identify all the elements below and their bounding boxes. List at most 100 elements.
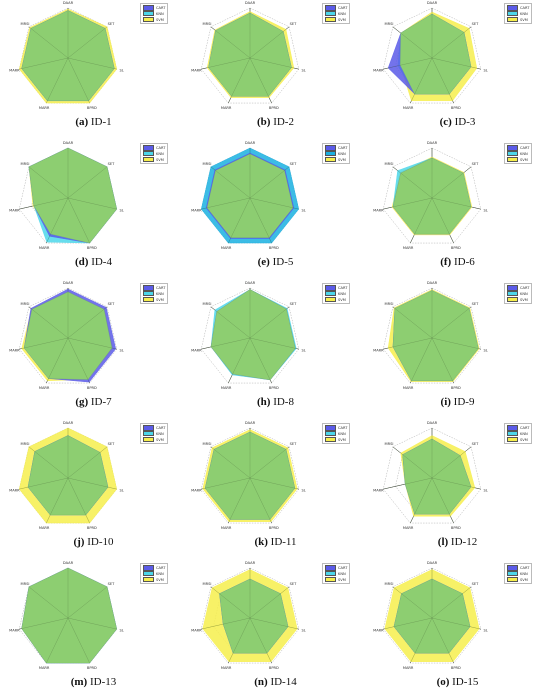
panel-letter: (a) (75, 116, 89, 128)
legend-label: KNN (156, 151, 164, 156)
legend: CART KNN SVM (322, 143, 351, 165)
radar-panel: DAAR SET SL BPRD MARR MARR MRSI CART KNN SVM (f) I… (366, 140, 549, 278)
legend-entry: CART (143, 145, 165, 151)
axis-spoke-overlay (431, 26, 472, 59)
axis-label: MRSI (21, 302, 30, 306)
legend-swatch (507, 16, 518, 22)
axis-spoke-overlay (67, 26, 108, 59)
axis-label: SL (119, 348, 123, 352)
legend-label: KNN (520, 571, 528, 576)
legend-swatch (507, 430, 518, 437)
series-overlap (400, 13, 472, 95)
axis-label: SL (119, 68, 123, 72)
legend-entry: SVM (325, 156, 347, 163)
legend-entry: CART (507, 5, 529, 11)
legend-label: CART (156, 425, 166, 430)
legend-entry: KNN (507, 10, 529, 17)
panel-title: ID-15 (449, 676, 479, 688)
axis-label: BPRD (269, 246, 279, 250)
legend: CART KNN SVM (322, 3, 351, 25)
axis-spoke-overlay (28, 446, 69, 479)
panel-title: ID-3 (451, 116, 476, 128)
legend-swatch (143, 425, 154, 431)
axis-spoke-overlay (67, 197, 117, 210)
axis-spoke-overlay (249, 446, 290, 479)
legend: CART KNN SVM (140, 3, 169, 25)
legend-swatch (507, 145, 518, 151)
legend-swatch (143, 156, 154, 162)
legend-entry: CART (507, 425, 529, 431)
axis-label: DAAR (245, 141, 256, 145)
legend-swatch (325, 156, 336, 162)
legend-label: CART (338, 425, 348, 430)
panel-letter: (b) (257, 116, 271, 128)
legend-entry: CART (325, 285, 347, 291)
radar-panel: DAAR SET SL BPRD MARR MARR MRSI CART KNN SVM (m) I… (2, 560, 185, 698)
axis-label: MARR (221, 526, 232, 530)
legend: CART KNN SVM (504, 3, 533, 25)
legend-swatch (143, 10, 154, 17)
legend-label: KNN (156, 431, 164, 436)
axis-spoke-overlay (249, 306, 290, 339)
legend-label: SVM (156, 577, 164, 582)
axis-label: MARR (373, 208, 384, 212)
axis-spoke-overlay (210, 586, 251, 619)
panel-title: ID-10 (84, 536, 114, 548)
panel-caption: (e) ID-5 (184, 256, 367, 268)
legend-entry: KNN (325, 570, 347, 577)
axis-label: BPRD (87, 666, 97, 670)
axis-label: MARR (403, 526, 414, 530)
legend-swatch (325, 296, 336, 302)
legend-entry: KNN (143, 290, 165, 297)
axis-spoke-overlay (249, 337, 272, 384)
legend-label: KNN (338, 11, 346, 16)
axis-label: SL (301, 488, 305, 492)
legend-label: SVM (156, 17, 164, 22)
radar-plot: DAAR SET SL BPRD MARR MARR MRSI (191, 421, 306, 530)
legend-entry: CART (507, 145, 529, 151)
axis-label: SET (290, 582, 298, 586)
axis-label: MARR (39, 246, 50, 250)
axis-spoke-overlay (249, 197, 272, 244)
axis-label: MRSI (385, 162, 394, 166)
axis-label: BPRD (451, 386, 461, 390)
legend-label: SVM (338, 437, 346, 442)
legend-label: CART (520, 425, 530, 430)
legend-swatch (143, 430, 154, 437)
axis-label: MARR (373, 68, 384, 72)
radar-panel: DAAR SET SL BPRD MARR MARR MRSI CART KNN SVM (n) I… (184, 560, 367, 698)
axis-spoke-overlay (431, 57, 481, 70)
radar-panel: DAAR SET SL BPRD MARR MARR MRSI CART KNN SVM (b) I… (184, 0, 367, 138)
axis-spoke-overlay (431, 57, 454, 104)
panel-title: ID-14 (267, 676, 297, 688)
axis-spoke-overlay (19, 477, 69, 490)
axis-label: SL (483, 348, 487, 352)
radar-panel: DAAR SET SL BPRD MARR MARR MRSI CART KNN SVM (h) I… (184, 280, 367, 418)
axis-label: SL (301, 208, 305, 212)
axis-spoke-overlay (392, 446, 433, 479)
axis-label: MRSI (385, 302, 394, 306)
axis-label: MRSI (21, 582, 30, 586)
legend-entry: CART (325, 145, 347, 151)
panel-title: ID-11 (267, 536, 297, 548)
panel-caption: (h) ID-8 (184, 396, 367, 408)
axis-spoke-overlay (67, 617, 90, 664)
legend: CART KNN SVM (140, 423, 169, 445)
axis-spoke-overlay (431, 166, 472, 199)
series-overlap (21, 567, 117, 664)
axis-spoke-overlay (249, 617, 299, 630)
axis-spoke-overlay (201, 197, 251, 210)
axis-label: DAAR (63, 1, 74, 5)
panel-caption: (i) ID-9 (366, 396, 549, 408)
legend-label: KNN (156, 11, 164, 16)
axis-spoke-overlay (410, 197, 433, 244)
axis-spoke-overlay (383, 617, 433, 630)
radar-plot: DAAR SET SL BPRD MARR MARR MRSI (191, 141, 306, 250)
legend-entry: SVM (143, 296, 165, 303)
legend-entry: KNN (143, 430, 165, 437)
grid-ring (383, 567, 481, 664)
legend-swatch (325, 290, 336, 297)
legend-label: CART (520, 285, 530, 290)
legend-label: CART (338, 285, 348, 290)
axis-spoke-overlay (46, 477, 69, 524)
